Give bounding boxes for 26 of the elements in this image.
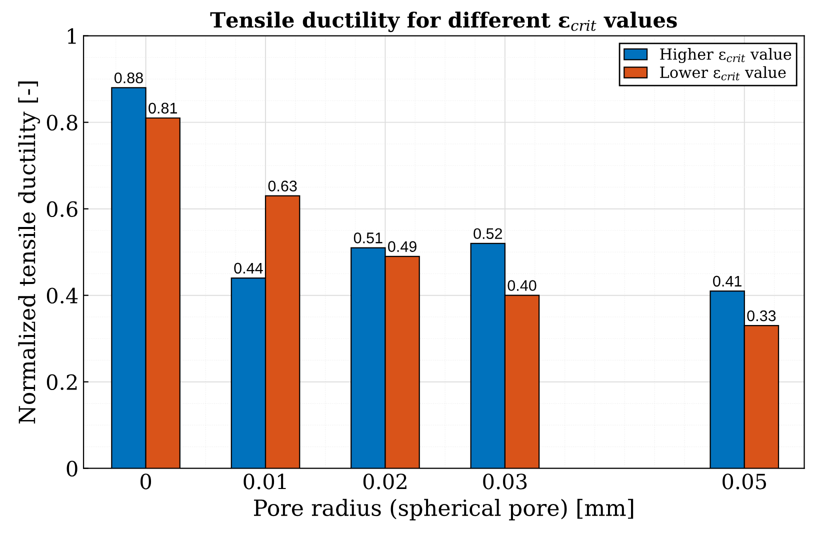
legend-label: Lower ε$_{crit}$ value: [660, 66, 786, 80]
y-tick-label: 0.6: [46, 201, 78, 218]
x-tick-label: 0.01: [244, 474, 286, 490]
data-label: 0.49: [388, 241, 416, 252]
data-label: 0.52: [474, 228, 502, 240]
y-tick-label: 1: [68, 28, 76, 44]
x-tick-label: 0.03: [483, 474, 527, 490]
data-label: 0.88: [114, 72, 143, 84]
y-tick-label: 0.2: [46, 374, 77, 390]
y-tick-label: 0: [66, 460, 78, 477]
x-tick-label: 0: [140, 474, 152, 490]
data-label: 0.63: [268, 180, 297, 192]
y-tick-label: 0.8: [46, 114, 78, 131]
data-label: 0.40: [508, 280, 536, 291]
y-tick-label: 0.4: [46, 288, 78, 304]
data-label: 0.33: [747, 310, 776, 322]
x-axis-title: Pore radius (spherical pore) [mm]: [254, 498, 634, 520]
data-label: 0.44: [234, 262, 263, 274]
legend-label: Higher ε$_{crit}$ value: [660, 48, 792, 64]
data-label: 0.81: [148, 102, 177, 114]
y-axis-title: Normalized tensile ductility [-]: [18, 82, 40, 424]
x-tick-label: 0.05: [722, 474, 766, 490]
chart-title: Tensile ductility for different ε$_{crit}$ values: [210, 12, 677, 32]
data-label: 0.51: [354, 232, 382, 244]
x-tick-label: 0.02: [363, 474, 406, 490]
data-label: 0.41: [713, 276, 742, 287]
